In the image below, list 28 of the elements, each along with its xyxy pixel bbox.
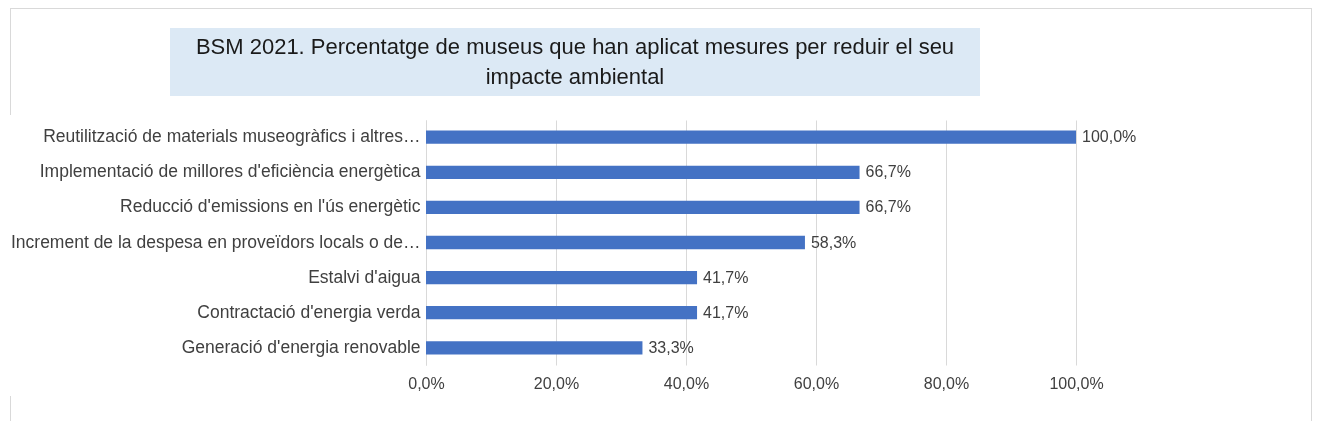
data-label: 33,3% — [648, 338, 694, 356]
data-label: 58,3% — [810, 233, 857, 251]
data-label: 41,7% — [703, 303, 749, 321]
data-label: 66,7% — [865, 198, 911, 216]
y-tick-label: Reducció d'emissions en l'ús energètic — [120, 196, 421, 217]
bar — [426, 306, 698, 320]
x-tick-label: 40,0% — [663, 374, 710, 392]
x-tick-label: 60,0% — [793, 374, 840, 392]
x-tick-label: 80,0% — [923, 374, 970, 392]
bar — [426, 270, 698, 285]
y-tick-label: Generació d'energia renovable — [181, 336, 421, 357]
y-tick-label: Implementació de millores d'eficiència energètica — [39, 161, 421, 182]
x-tick-label: 100,0% — [1049, 374, 1104, 392]
chart-title: BSM 2021. Percentatge de museus que han aplicat mesures per reduir el seu impacte ambiental — [170, 28, 980, 96]
x-tick-label: 20,0% — [533, 374, 580, 392]
x-tick-label: 0,0% — [408, 374, 445, 392]
bar — [426, 165, 860, 179]
y-tick-label: Increment de la despesa en proveïdors locals o de… — [10, 231, 421, 252]
bar — [426, 200, 860, 215]
data-label: 100,0% — [1082, 128, 1137, 146]
y-tick-label: Contractació d'energia verda — [197, 301, 421, 322]
data-label: 41,7% — [703, 268, 749, 286]
data-label: 66,7% — [865, 163, 911, 181]
bar — [426, 235, 805, 250]
y-tick-label: Estalvi d'aigua — [308, 266, 421, 287]
bar — [426, 130, 1076, 144]
y-tick-label: Reutilització de materials museogràfics i altres… — [43, 126, 421, 147]
bar — [426, 341, 643, 355]
